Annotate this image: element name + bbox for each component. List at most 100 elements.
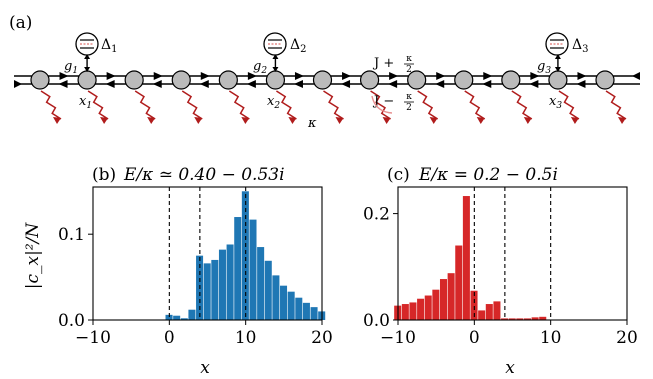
loss-channel bbox=[181, 90, 203, 120]
bar bbox=[501, 318, 509, 320]
svg-text:|c_x|²/N: |c_x|²/N bbox=[23, 222, 43, 290]
bar bbox=[516, 318, 524, 320]
bar bbox=[462, 196, 470, 320]
bar bbox=[310, 307, 318, 320]
panel-b-title: E/κ ≃ 0.40 − 0.53i bbox=[123, 165, 285, 185]
emitter-3: Δ3 g3 x3 bbox=[537, 32, 589, 111]
emitter-1-delta: Δ1 bbox=[101, 37, 118, 55]
lattice-site bbox=[171, 70, 191, 90]
bar bbox=[485, 304, 493, 320]
bar bbox=[173, 315, 181, 320]
lattice-site bbox=[312, 70, 333, 90]
hop-arrow-left bbox=[529, 80, 539, 88]
x-tick-label: −10 bbox=[75, 328, 111, 348]
bar bbox=[180, 318, 188, 320]
y-tick-label: 0.0 bbox=[58, 311, 85, 331]
hop-link-arc bbox=[371, 95, 393, 114]
emitter-3-delta: Δ3 bbox=[572, 37, 589, 55]
panel-a-label: (a) bbox=[9, 13, 32, 33]
loss-channel bbox=[134, 90, 156, 120]
end-arrow-left bbox=[14, 80, 22, 88]
svg-text:J −: J − bbox=[372, 94, 394, 109]
bar bbox=[493, 301, 501, 320]
hop-arrow-right bbox=[153, 72, 163, 80]
x-tick-label: 0 bbox=[164, 328, 175, 348]
bar bbox=[302, 302, 310, 320]
panel-c-xlabel: x bbox=[505, 358, 515, 378]
bar bbox=[218, 249, 226, 320]
panel-c-label: (c) bbox=[387, 165, 410, 185]
x-tick-label: 0 bbox=[469, 328, 480, 348]
hop-arrow-left bbox=[152, 80, 162, 88]
loss-arrowhead bbox=[570, 117, 579, 124]
svg-text:2: 2 bbox=[406, 65, 412, 75]
lattice-site bbox=[595, 70, 615, 90]
hop-arrow-right bbox=[247, 72, 257, 80]
bar bbox=[539, 316, 547, 320]
bar bbox=[234, 217, 242, 320]
hop-arrow-left bbox=[482, 80, 492, 88]
hop-arrow-right bbox=[200, 72, 210, 80]
loss-channel bbox=[417, 90, 439, 120]
bar bbox=[272, 275, 280, 320]
emitter-2-position: x2 bbox=[267, 94, 280, 111]
hop-arrow-left bbox=[435, 80, 445, 88]
bar bbox=[455, 245, 463, 320]
hop-arrow-left bbox=[58, 80, 68, 88]
hop-arrow-right bbox=[106, 72, 116, 80]
lattice-site bbox=[407, 70, 427, 90]
loss-channel bbox=[511, 90, 533, 120]
svg-text:2: 2 bbox=[406, 103, 412, 113]
y-tick-label: 0.0 bbox=[363, 311, 390, 331]
hop-arrow-right bbox=[342, 72, 352, 80]
svg-text:κ: κ bbox=[406, 54, 412, 64]
panel-c: (c) E/κ = 0.2 − 0.5i −10 0 10 20 0.0 0.2 x bbox=[363, 165, 638, 378]
loss-arrowhead bbox=[147, 117, 156, 124]
bar bbox=[417, 298, 425, 320]
x-tick-label: −10 bbox=[380, 328, 416, 348]
loss-channel bbox=[323, 90, 344, 120]
hop-plus-label: J + κ 2 bbox=[372, 54, 414, 75]
bar bbox=[165, 314, 173, 320]
loss-arrowhead bbox=[241, 117, 250, 124]
hop-arrow-right bbox=[59, 72, 69, 80]
panel-a: (a) Δ1 g1 x1 Δ2 g2 x2 bbox=[9, 13, 640, 131]
loss-arrowhead bbox=[335, 117, 344, 124]
hop-arrow-left bbox=[105, 80, 115, 88]
loss-arrowhead bbox=[288, 117, 297, 124]
hop-arrow-right bbox=[530, 72, 540, 80]
hop-arrow-right bbox=[483, 72, 493, 80]
panel-b: (b) E/κ ≃ 0.40 − 0.53i −10 0 10 200.00.1 x … bbox=[23, 165, 333, 378]
hop-arrow-right bbox=[389, 72, 399, 80]
svg-text:J +: J + bbox=[372, 56, 394, 71]
panel-b-xlabel: x bbox=[200, 358, 210, 378]
panel-c-title: E/κ = 0.2 − 0.5i bbox=[418, 165, 558, 185]
lattice-site bbox=[359, 70, 380, 90]
hop-arrow-left bbox=[199, 80, 209, 88]
loss-channel bbox=[228, 90, 250, 120]
bar bbox=[287, 291, 295, 320]
lattice-site bbox=[501, 70, 521, 90]
loss-arrowhead bbox=[53, 117, 61, 124]
lattice-site bbox=[218, 70, 238, 90]
loss-channel bbox=[605, 90, 627, 120]
end-arrow-right bbox=[632, 72, 640, 80]
bar bbox=[478, 310, 486, 320]
hop-arrow-left bbox=[246, 80, 256, 88]
loss-arrowhead bbox=[429, 117, 438, 124]
emitter-1-position: x1 bbox=[79, 94, 92, 111]
bar bbox=[424, 295, 432, 320]
loss-arrowhead bbox=[100, 117, 109, 124]
loss-arrowhead bbox=[523, 117, 532, 124]
hop-arrow-right bbox=[436, 72, 446, 80]
bar bbox=[211, 259, 219, 320]
hop-arrow-left bbox=[293, 80, 303, 88]
y-tick-label: 0.2 bbox=[363, 205, 390, 225]
x-tick-label: 20 bbox=[311, 328, 333, 348]
loss-arrowhead bbox=[194, 117, 203, 124]
emitter-2-coupling: g2 bbox=[253, 59, 267, 76]
plot-frame bbox=[92, 186, 323, 321]
bar bbox=[249, 219, 257, 320]
x-tick-label: 10 bbox=[540, 328, 562, 348]
